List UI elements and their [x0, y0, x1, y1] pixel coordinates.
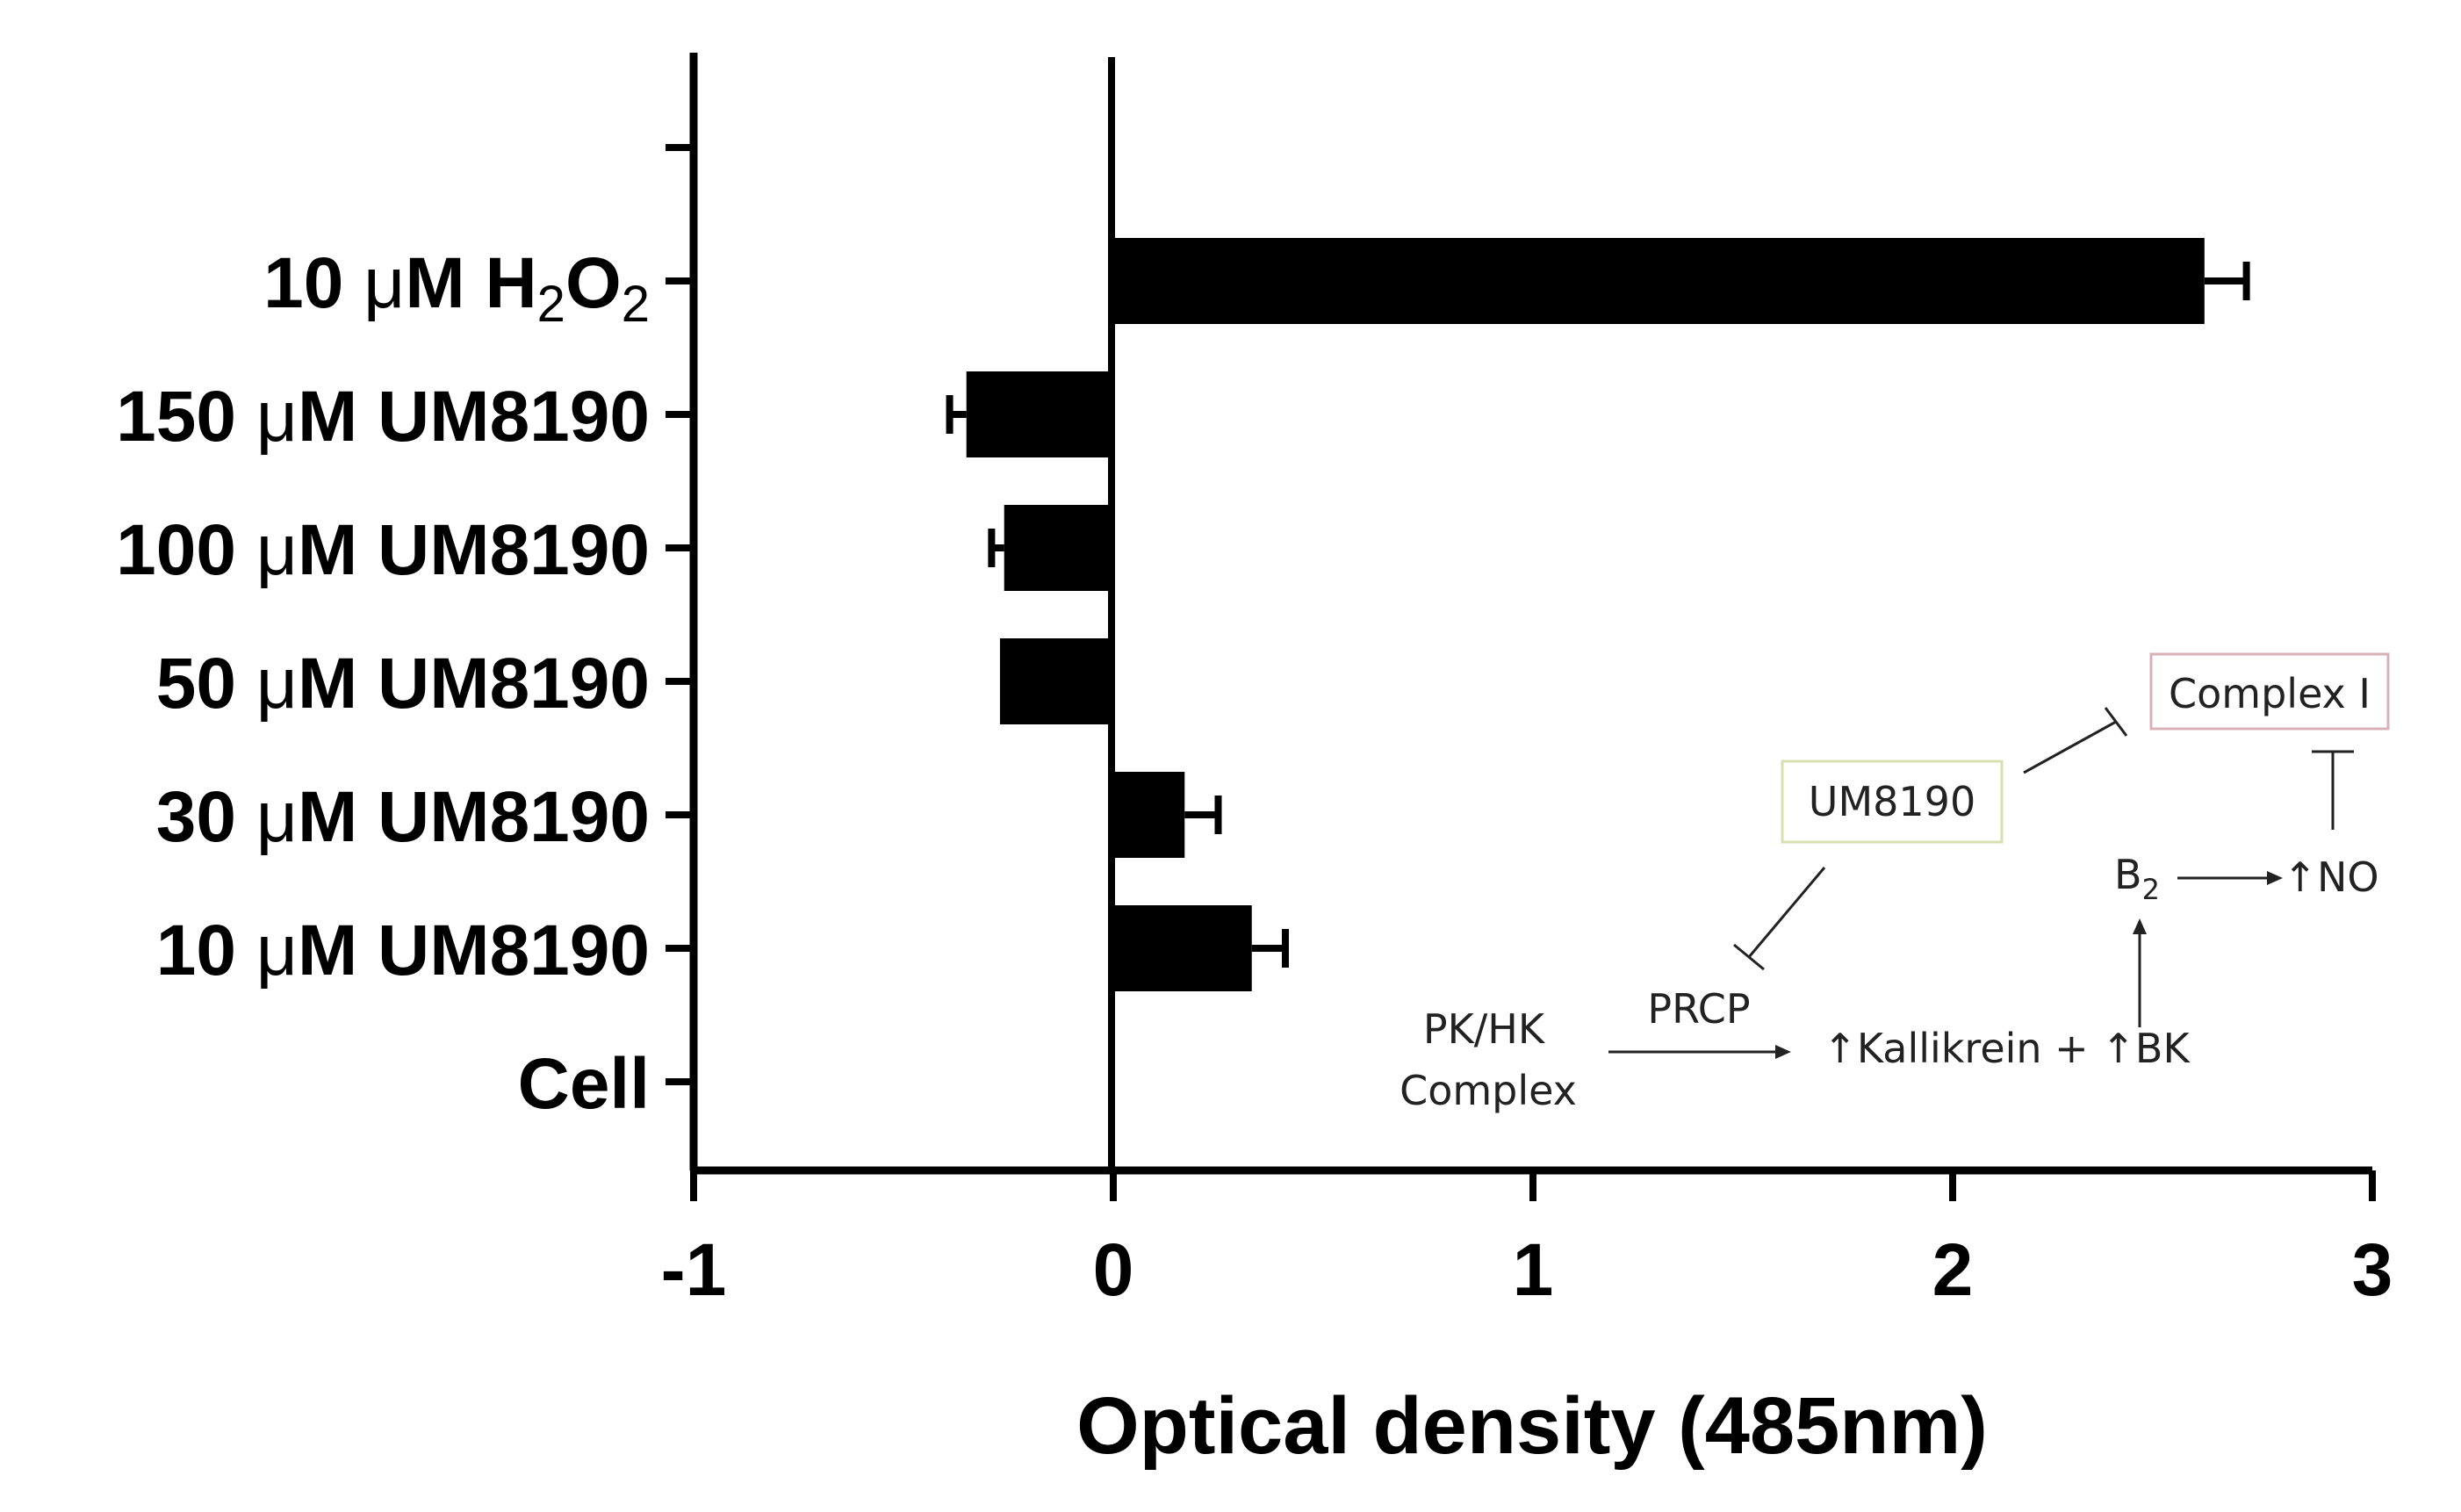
no-label: ↑NO [2283, 853, 2378, 901]
mechanism-diagram: UM8190 Complex I PRCP PK/HK Complex ↑Kal… [1400, 652, 2390, 1114]
category-labels: 10 μM H2O2 150 μM UM8190 100 μM UM8190 50 μ… [116, 243, 650, 1124]
category-label: 10 μM UM8190 [156, 911, 650, 990]
y-ticks [666, 144, 694, 1085]
pkhk-label-line2: Complex [1400, 1067, 1577, 1114]
kallikrein-bk-label: ↑Kallikrein + ↑BK [1823, 1025, 2191, 1072]
category-label: Cell [518, 1044, 650, 1124]
x-tick-label: 3 [2352, 1228, 2393, 1311]
b2-label: B2 [2114, 851, 2160, 906]
pkhk-arrow-head [1775, 1045, 1791, 1059]
bar [1004, 505, 1113, 591]
category-label: 150 μM UM8190 [116, 377, 650, 457]
inhibit-complex-bar [2104, 707, 2128, 737]
um8190-label: UM8190 [1809, 778, 1975, 825]
um8190-box [1781, 760, 2004, 844]
complex-i-label: Complex I [2169, 670, 2371, 717]
x-ticks [690, 1170, 2376, 1201]
category-label: 100 μM UM8190 [116, 510, 650, 590]
inhibit-prcp-bar [1733, 943, 1765, 971]
pkhk-label-line1: PK/HK [1423, 1005, 1546, 1053]
x-tick-labels: -1 0 1 2 3 [661, 1228, 2393, 1311]
bar [1113, 905, 1252, 991]
bars [966, 238, 2205, 991]
x-tick-label: 0 [1093, 1228, 1134, 1311]
x-tick-label: 2 [1932, 1228, 1974, 1311]
category-label: 10 μM H2O2 [263, 243, 650, 333]
error-bars [946, 262, 2250, 968]
chart-axes [689, 53, 2372, 1175]
category-label: 30 μM UM8190 [156, 777, 650, 857]
bk-to-b2-head [2133, 918, 2147, 934]
bar [966, 371, 1113, 457]
bar [1113, 238, 2205, 324]
inhibit-prcp-line [1747, 867, 1826, 958]
x-axis-title: Optical density (485nm) [1076, 1381, 1988, 1471]
b2-to-no-head [2267, 871, 2283, 885]
complex-i-box [2149, 652, 2390, 731]
bar [1113, 772, 1185, 858]
prcp-label: PRCP [1647, 985, 1750, 1033]
category-label: 50 μM UM8190 [156, 644, 650, 724]
x-tick-label: -1 [661, 1228, 727, 1311]
x-tick-label: 1 [1513, 1228, 1554, 1311]
bar [999, 638, 1113, 724]
inhibit-complex-line [2023, 720, 2117, 774]
